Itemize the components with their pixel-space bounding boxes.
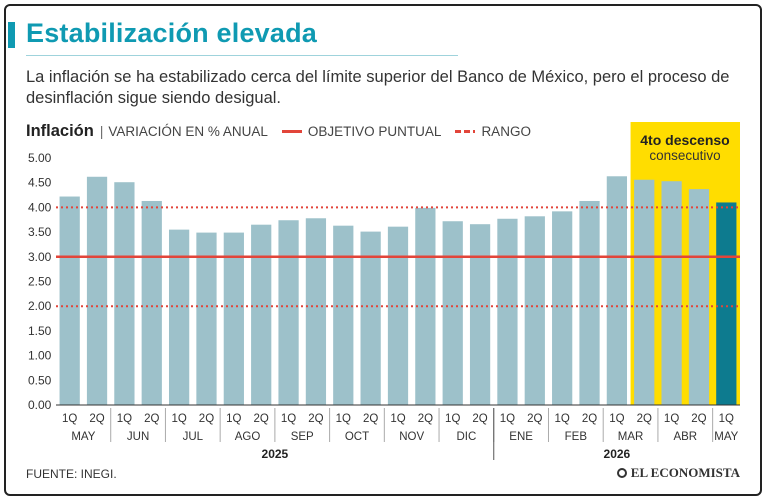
- legend-title: Inflación: [26, 121, 94, 140]
- month-label: ENE: [509, 431, 533, 443]
- month-label: JUN: [127, 431, 149, 443]
- y-tick-label: 4.50: [28, 176, 52, 190]
- x-tick-label: 1Q: [500, 413, 515, 425]
- month-label: NOV: [399, 431, 424, 443]
- bar: [524, 216, 545, 405]
- legend-target-label: OBJETIVO PUNTUAL: [307, 123, 442, 139]
- x-tick-label: 2Q: [691, 413, 706, 425]
- month-label: FEB: [565, 431, 588, 443]
- bar: [716, 202, 737, 405]
- month-label: MAR: [618, 431, 644, 443]
- x-tick-label: 2Q: [308, 413, 323, 425]
- y-tick-label: 2.00: [28, 299, 52, 313]
- month-label: MAY: [71, 431, 95, 443]
- x-tick-label: 1Q: [171, 413, 186, 425]
- month-label: MAY: [714, 431, 738, 443]
- legend-target-swatch: [281, 129, 302, 133]
- bar: [196, 232, 217, 405]
- bar: [661, 181, 682, 405]
- x-tick-label: 2Q: [254, 413, 269, 425]
- bar: [469, 224, 491, 405]
- x-tick-label: 1Q: [226, 413, 241, 425]
- legend-target: OBJETIVO PUNTUAL: [281, 123, 442, 139]
- x-tick-label: 1Q: [554, 413, 569, 425]
- y-tick-label: 5.00: [28, 151, 52, 165]
- month-label: ABR: [673, 431, 697, 443]
- legend-range: RANGO: [455, 124, 531, 139]
- x-tick-label: 2Q: [89, 413, 104, 425]
- x-tick-label: 2Q: [582, 413, 597, 425]
- bar: [360, 231, 381, 405]
- bar: [86, 176, 108, 405]
- month-label: JUL: [183, 431, 204, 443]
- x-tick-label: 2Q: [199, 413, 214, 425]
- x-tick-label: 2Q: [144, 413, 159, 425]
- bar: [278, 220, 299, 405]
- legend: Inflación | VARIACIÓN EN % ANUAL OBJETIV…: [26, 120, 545, 142]
- bar: [168, 229, 190, 405]
- x-tick-label: 2Q: [527, 413, 542, 425]
- chart-subtitle: La inflación se ha estabilizado cerca de…: [26, 68, 730, 107]
- month-label: DIC: [456, 431, 476, 443]
- bar: [333, 225, 354, 405]
- bar: [59, 196, 80, 405]
- x-tick-label: 2Q: [418, 413, 433, 425]
- x-tick-label: 1Q: [664, 413, 679, 425]
- x-tick-label: 1Q: [117, 413, 132, 425]
- x-tick-label: 1Q: [609, 413, 624, 425]
- legend-range-swatch: [455, 129, 476, 133]
- bar: [688, 189, 710, 405]
- brand-logo: EL ECONOMISTA: [616, 465, 740, 481]
- bar: [552, 211, 573, 405]
- bar: [223, 232, 244, 405]
- legend-separator: |: [99, 123, 104, 139]
- brand-name: EL ECONOMISTA: [630, 465, 740, 480]
- year-label: 2025: [262, 447, 289, 461]
- y-tick-label: 1.00: [28, 349, 52, 363]
- bar: [634, 179, 655, 405]
- x-tick-label: 1Q: [390, 413, 405, 425]
- y-tick-label: 2.50: [28, 275, 52, 289]
- month-label: AGO: [235, 431, 261, 443]
- y-tick-label: 3.00: [28, 250, 52, 264]
- bar: [114, 182, 135, 405]
- bar: [305, 218, 327, 405]
- title-accent-bar: [8, 22, 15, 48]
- month-label: SEP: [291, 431, 314, 443]
- bar: [497, 218, 518, 405]
- y-tick-label: 0.50: [28, 373, 52, 387]
- bar: [606, 176, 628, 405]
- x-tick-label: 2Q: [637, 413, 652, 425]
- year-label: 2026: [604, 447, 631, 461]
- x-tick-label: 1Q: [445, 413, 460, 425]
- y-tick-label: 1.50: [28, 324, 52, 338]
- bar: [442, 221, 463, 405]
- bar: [141, 200, 162, 405]
- y-tick-label: 3.50: [28, 225, 52, 239]
- annotation-line-1: 4to descenso: [640, 132, 730, 148]
- month-label: OCT: [345, 431, 369, 443]
- title-underline: [26, 55, 458, 56]
- legend-series: VARIACIÓN EN % ANUAL: [108, 124, 268, 139]
- x-tick-label: 1Q: [719, 413, 734, 425]
- y-tick-label: 4.00: [28, 200, 52, 214]
- x-tick-label: 1Q: [336, 413, 351, 425]
- brand-mark-icon: [616, 468, 627, 478]
- x-tick-label: 2Q: [472, 413, 487, 425]
- legend-range-label: RANGO: [481, 123, 531, 139]
- y-tick-label: 0.00: [28, 398, 52, 412]
- x-tick-label: 1Q: [281, 413, 296, 425]
- bar: [579, 200, 600, 405]
- annotation-line-2: consecutivo: [649, 148, 721, 163]
- bar: [251, 224, 272, 405]
- highlight-annotation: 4to descenso consecutivo: [630, 132, 740, 163]
- source-note: FUENTE: INEGI.: [26, 467, 117, 481]
- x-tick-label: 1Q: [62, 413, 77, 425]
- bar: [387, 226, 409, 405]
- x-tick-label: 2Q: [363, 413, 378, 425]
- legend-series-label: VARIACIÓN EN % ANUAL: [108, 123, 268, 139]
- chart-title: Estabilización elevada: [26, 18, 318, 48]
